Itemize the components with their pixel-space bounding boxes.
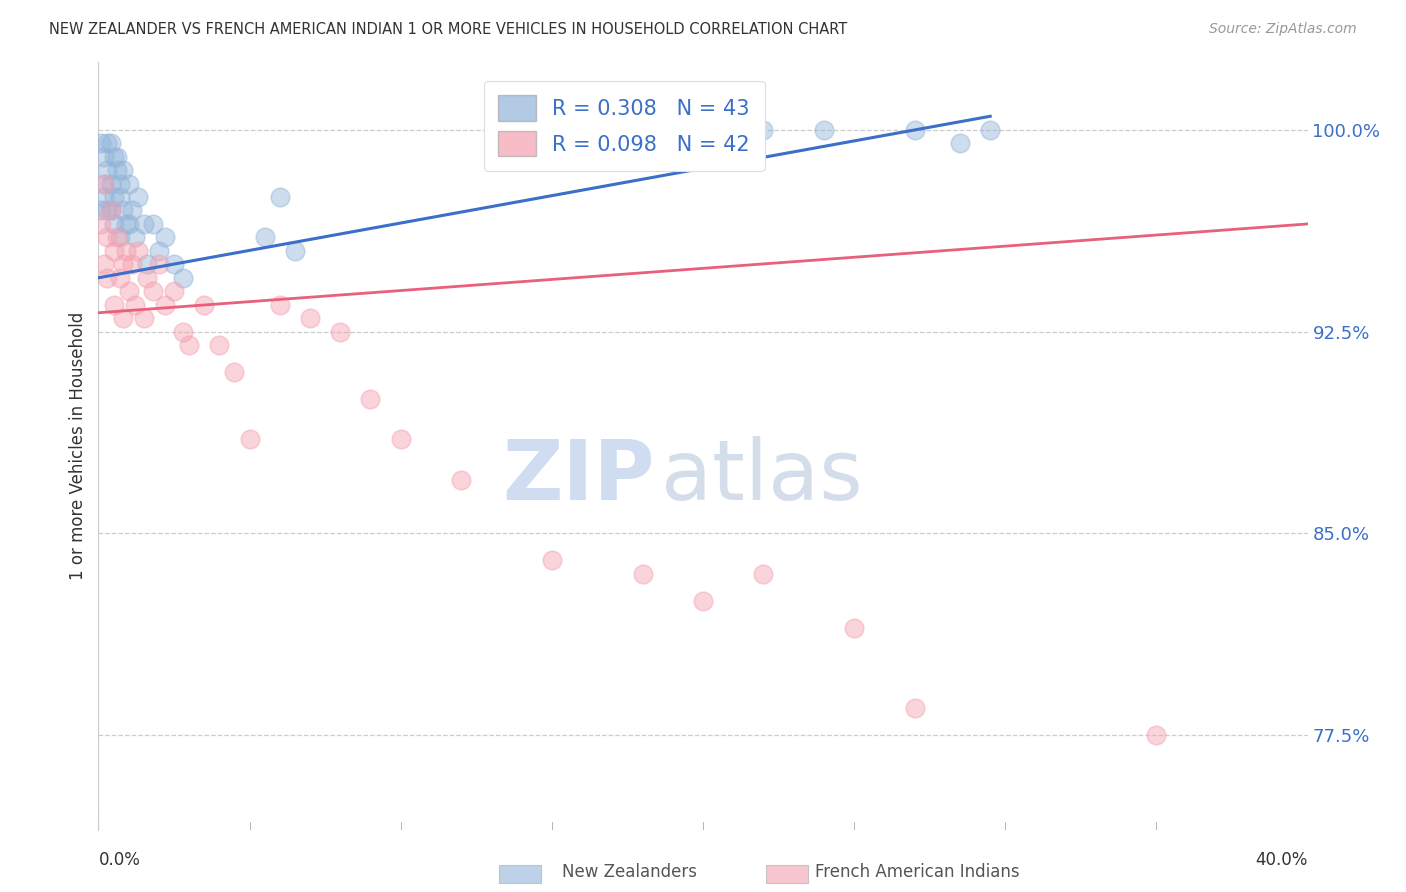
- Point: [93, 257, 115, 271]
- Point: [111, 203, 134, 218]
- Point: [135, 257, 157, 271]
- Point: [284, 244, 307, 258]
- Point: [360, 392, 382, 406]
- Point: [103, 190, 125, 204]
- Point: [118, 284, 141, 298]
- Point: [253, 230, 276, 244]
- Text: Source: ZipAtlas.com: Source: ZipAtlas.com: [1209, 22, 1357, 37]
- Point: [163, 284, 186, 298]
- Point: [121, 203, 143, 218]
- Point: [93, 177, 115, 191]
- Point: [96, 270, 118, 285]
- Point: [844, 621, 866, 635]
- Point: [153, 230, 176, 244]
- Text: 40.0%: 40.0%: [1256, 851, 1308, 869]
- Point: [105, 163, 128, 178]
- Point: [127, 190, 149, 204]
- Point: [208, 338, 231, 352]
- Point: [103, 217, 125, 231]
- Point: [118, 177, 141, 191]
- Point: [239, 432, 262, 446]
- Point: [111, 163, 134, 178]
- Point: [100, 177, 122, 191]
- Point: [105, 230, 128, 244]
- Point: [172, 325, 194, 339]
- Point: [108, 190, 131, 204]
- Point: [103, 150, 125, 164]
- Point: [108, 230, 131, 244]
- Point: [114, 217, 136, 231]
- Point: [121, 257, 143, 271]
- Point: [111, 257, 134, 271]
- Point: [148, 257, 170, 271]
- Point: [163, 257, 186, 271]
- Point: [752, 566, 775, 581]
- Text: atlas: atlas: [661, 436, 862, 517]
- Text: New Zealanders: New Zealanders: [562, 863, 697, 881]
- Point: [142, 217, 165, 231]
- Point: [540, 553, 562, 567]
- Text: 0.0%: 0.0%: [98, 851, 141, 869]
- Point: [118, 217, 141, 231]
- Point: [1144, 728, 1167, 742]
- Point: [904, 122, 927, 136]
- Point: [111, 311, 134, 326]
- Point: [124, 298, 146, 312]
- Point: [193, 298, 215, 312]
- Point: [269, 190, 291, 204]
- Point: [93, 190, 115, 204]
- Text: NEW ZEALANDER VS FRENCH AMERICAN INDIAN 1 OR MORE VEHICLES IN HOUSEHOLD CORRELAT: NEW ZEALANDER VS FRENCH AMERICAN INDIAN …: [49, 22, 848, 37]
- Point: [108, 177, 131, 191]
- Text: French American Indians: French American Indians: [815, 863, 1021, 881]
- Point: [692, 594, 714, 608]
- Point: [105, 150, 128, 164]
- Point: [100, 203, 122, 218]
- Point: [752, 122, 775, 136]
- Point: [96, 136, 118, 151]
- Point: [100, 136, 122, 151]
- Point: [135, 270, 157, 285]
- Point: [103, 244, 125, 258]
- Point: [224, 365, 246, 379]
- Point: [132, 217, 155, 231]
- Legend: R = 0.308   N = 43, R = 0.098   N = 42: R = 0.308 N = 43, R = 0.098 N = 42: [484, 80, 765, 171]
- Point: [450, 473, 472, 487]
- Point: [571, 136, 593, 151]
- Point: [269, 298, 291, 312]
- Point: [124, 230, 146, 244]
- Point: [127, 244, 149, 258]
- Point: [153, 298, 176, 312]
- Point: [949, 136, 972, 151]
- Point: [90, 217, 112, 231]
- Point: [329, 325, 352, 339]
- Point: [90, 203, 112, 218]
- Point: [631, 566, 654, 581]
- Point: [93, 177, 115, 191]
- Point: [90, 136, 112, 151]
- Point: [114, 244, 136, 258]
- Point: [389, 432, 412, 446]
- Y-axis label: 1 or more Vehicles in Household: 1 or more Vehicles in Household: [69, 312, 87, 580]
- Point: [132, 311, 155, 326]
- Point: [904, 701, 927, 715]
- Point: [96, 163, 118, 178]
- Point: [179, 338, 201, 352]
- Point: [979, 122, 1001, 136]
- Point: [148, 244, 170, 258]
- Point: [100, 203, 122, 218]
- Point: [172, 270, 194, 285]
- Point: [299, 311, 322, 326]
- Point: [813, 122, 835, 136]
- Point: [103, 298, 125, 312]
- Point: [93, 150, 115, 164]
- Point: [108, 270, 131, 285]
- Point: [96, 203, 118, 218]
- Point: [96, 230, 118, 244]
- Point: [142, 284, 165, 298]
- Text: ZIP: ZIP: [502, 436, 655, 517]
